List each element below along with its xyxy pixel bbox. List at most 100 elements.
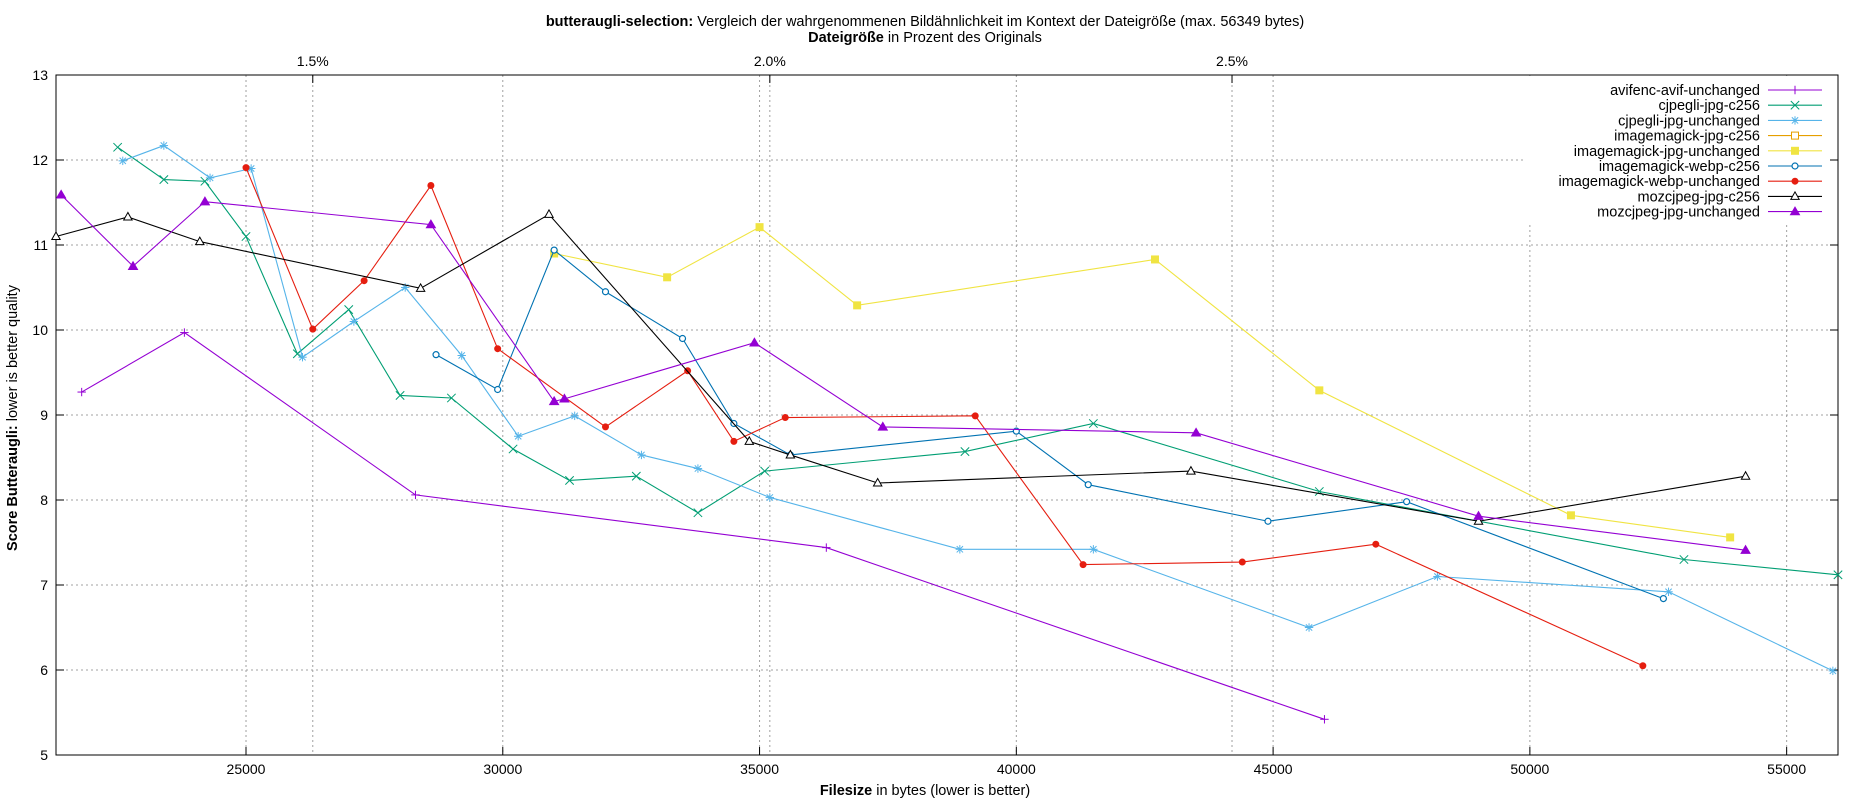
series-line [117, 146, 1839, 576]
data-point [822, 543, 831, 552]
data-point [494, 345, 502, 353]
legend-item: imagemagick-webp-c256 [1599, 159, 1822, 175]
data-point [292, 349, 302, 359]
data-point-stroke [298, 353, 307, 361]
data-point-stroke [1088, 418, 1098, 429]
data-point [1828, 666, 1838, 676]
data-point [1566, 511, 1575, 520]
data-point [877, 421, 889, 431]
data-point-stroke [637, 451, 645, 459]
x-tick-label: 50000 [1510, 761, 1549, 777]
data-point [1664, 587, 1673, 596]
chart-title: butteraugli-selection: Vergleich der wah… [546, 14, 1304, 30]
y-tick-label: 11 [33, 237, 48, 253]
legend-label: cjpegli-jpg-unchanged [1618, 113, 1760, 129]
data-point [298, 353, 307, 362]
data-point [159, 141, 169, 150]
data-point [1740, 470, 1751, 480]
data-point [77, 387, 86, 397]
series-mozcjpeg-jpg-unchanged [55, 189, 1751, 554]
data-point [631, 471, 641, 481]
data-point [513, 432, 523, 441]
y-tick-label: 12 [32, 152, 48, 168]
x2-tick-label: 2.5% [1216, 53, 1248, 69]
data-point [955, 545, 965, 554]
data-point [1185, 465, 1196, 475]
legend-label: mozcjpeg-jpg-c256 [1637, 189, 1760, 205]
data-point [200, 176, 210, 186]
data-point [744, 435, 755, 445]
x2-axis-label-rest: in Prozent des Originals [884, 30, 1042, 46]
chart-title-rest: Vergleich der wahrgenommenen Bildähnlich… [693, 14, 1304, 30]
legend-label: mozcjpeg-jpg-unchanged [1597, 205, 1760, 221]
data-point [1789, 190, 1801, 200]
axes-layer: 25000 30000 35000 40000 45000 50000 55000 1.5% 2… [32, 53, 1839, 777]
series-line [554, 226, 1731, 538]
legend-label: imagemagick-jpg-unchanged [1574, 144, 1760, 160]
y-axis-label: Score Butteraugli: lower is better quali… [5, 284, 21, 551]
data-point-stroke [200, 176, 210, 186]
series-line [122, 144, 1834, 672]
x2-tick-label: 1.5% [297, 53, 329, 69]
y-tick-label: 10 [32, 322, 48, 338]
data-point-stroke [960, 446, 970, 457]
data-point [1190, 427, 1202, 437]
data-point [457, 351, 466, 360]
data-point [508, 444, 518, 454]
data-point [693, 508, 703, 518]
series-line [60, 194, 1746, 551]
data-point-stroke [514, 432, 522, 440]
data-point [1726, 533, 1735, 542]
data-point-stroke [119, 157, 127, 165]
data-point [55, 189, 67, 199]
legend-background [1525, 76, 1837, 224]
x-tick-label: 25000 [227, 761, 266, 777]
data-point-stroke [1829, 667, 1837, 675]
series-cjpegli-jpg-unchanged [118, 141, 1838, 676]
data-point [785, 449, 796, 459]
data-point [1791, 162, 1799, 170]
grid-layer [56, 74, 1838, 756]
data-point [1789, 206, 1801, 216]
data-point-stroke [241, 231, 251, 242]
x2-axis-label: Dateigröße in Prozent des Originals [808, 30, 1042, 46]
data-point [1639, 662, 1647, 670]
data-point [872, 477, 883, 487]
data-point [122, 211, 133, 221]
series-line [245, 167, 1644, 667]
legend-item: mozcjpeg-jpg-c256 [1637, 189, 1822, 205]
x-axis-label-bold: Filesize [820, 783, 872, 799]
data-point [1790, 116, 1800, 125]
data-point-stroke [292, 349, 302, 359]
series-imagemagick-webp-unchanged [242, 164, 1647, 670]
data-point [760, 466, 770, 476]
data-point-stroke [1665, 588, 1673, 596]
series-layer [50, 141, 1843, 724]
series-line [435, 249, 1664, 600]
x2-axis-label-bold: Dateigröße [808, 30, 884, 46]
data-point [1089, 545, 1098, 554]
data-point [1238, 558, 1246, 566]
legend: avifenc-avif-unchangedcjpegli-jpg-c256cj… [1558, 83, 1822, 221]
data-point [1790, 100, 1800, 110]
data-point [118, 156, 127, 166]
data-point [1473, 510, 1484, 520]
data-point [1740, 544, 1751, 554]
y-tick-label: 13 [32, 67, 48, 83]
data-point [781, 414, 789, 422]
data-point [960, 446, 970, 457]
data-point-stroke [694, 465, 702, 473]
y-tick-label: 5 [40, 747, 48, 763]
data-point [1679, 554, 1689, 565]
data-point [432, 351, 440, 359]
data-point-stroke [446, 393, 456, 403]
series-avifenc-avif-unchanged [77, 328, 1329, 724]
data-point-stroke [1314, 486, 1324, 497]
data-point-stroke [631, 471, 641, 481]
data-point [1473, 515, 1484, 525]
legend-label: imagemagick-webp-c256 [1599, 159, 1760, 175]
data-point [1791, 146, 1799, 155]
legend-label: imagemagick-webp-unchanged [1558, 174, 1760, 190]
data-point [663, 273, 672, 282]
